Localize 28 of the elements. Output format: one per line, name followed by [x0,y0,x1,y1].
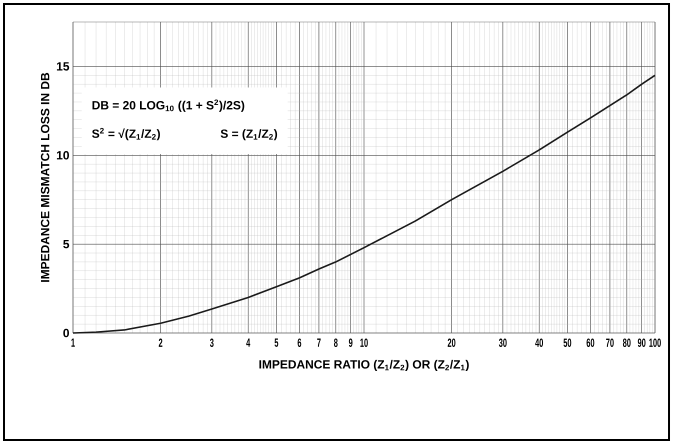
x-tick-label: 4 [246,338,250,347]
x-tick-label: 9 [348,338,352,347]
x-tick-label: 6 [298,338,302,347]
x-tick-label: 100 [649,338,661,347]
y-tick-label: 10 [56,151,69,160]
x-tick-label: 7 [317,338,321,347]
y-tick-label: 15 [56,62,70,71]
y-tick-label: 5 [63,240,70,248]
x-tick-label: 40 [535,338,544,347]
x-tick-label: 60 [586,338,594,347]
x-tick-label: 10 [360,338,368,347]
annotation: S$^{2}$ = √(Z$_{1}$/Z$_{2}$) [92,128,160,140]
x-tick-label: 90 [638,338,646,347]
x-tick-label: 80 [622,338,631,347]
x-tick-label: 30 [498,338,507,347]
annotation: S = (Z$_{1}$/Z$_{2}$) [220,129,278,140]
annotation: DB = 20 LOG$_{10}$ ((1 + S$^{2}$)/2S) [92,99,244,112]
x-tick-label: 8 [334,338,338,347]
text: IMPEDANCE RATIO (Z$_{1}$/Z$_{2}$) OR (Z$_{2}$/Z$_{1}$) [259,360,469,371]
x-tick-label: 3 [210,338,214,347]
x-tick-label: 50 [564,338,572,347]
x-tick-label: 70 [606,338,614,347]
x-tick-label: 5 [274,338,278,347]
x-tick-label: 1 [71,338,75,347]
x-tick-label: 20 [448,338,456,347]
y-tick-label: 0 [63,328,69,338]
x-tick-label: 2 [158,338,162,347]
y-axis-title: IMPEDANCE MISMATCH LOSS IN DB [40,72,50,282]
